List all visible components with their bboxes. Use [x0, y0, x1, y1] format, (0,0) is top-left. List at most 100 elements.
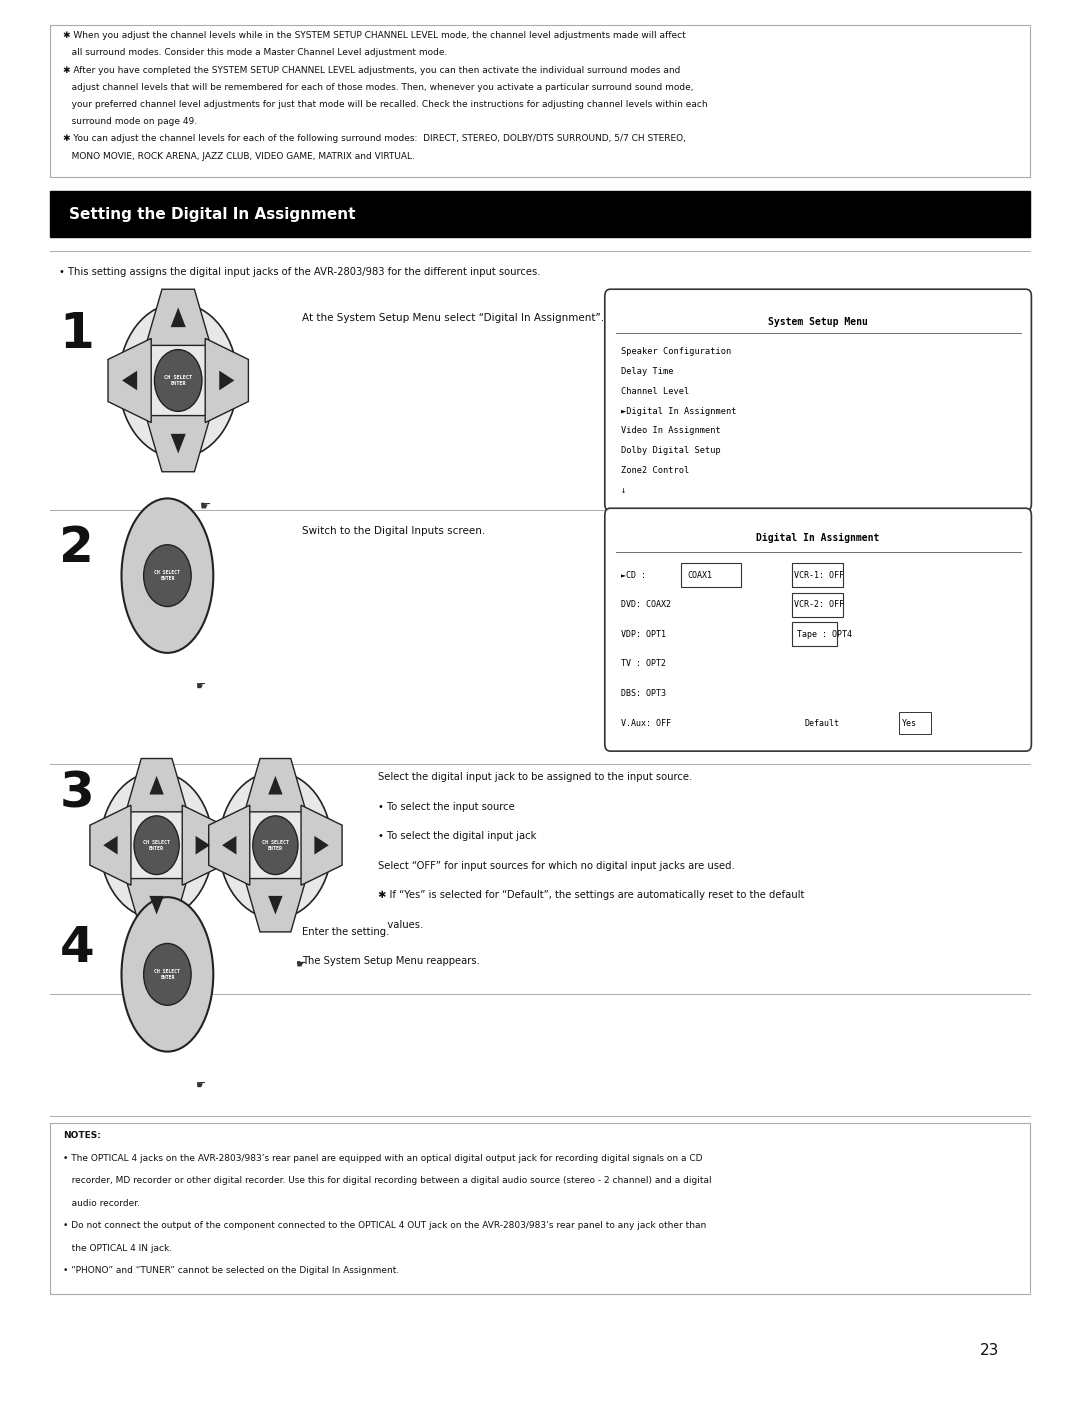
Text: ☛: ☛: [194, 1080, 205, 1090]
Polygon shape: [268, 776, 283, 795]
Text: Setting the Digital In Assignment: Setting the Digital In Assignment: [69, 206, 355, 222]
Text: all surround modes. Consider this mode a Master Channel Level adjustment mode.: all surround modes. Consider this mode a…: [63, 48, 447, 58]
Text: ☛: ☛: [296, 959, 307, 972]
Polygon shape: [149, 896, 164, 914]
Text: VCR-1: OFF: VCR-1: OFF: [794, 570, 843, 580]
Text: ►CD :: ►CD :: [621, 570, 646, 580]
Text: Zone2 Control: Zone2 Control: [621, 466, 689, 476]
Polygon shape: [90, 804, 131, 885]
Text: MONO MOVIE, ROCK ARENA, JAZZ CLUB, VIDEO GAME, MATRIX and VIRTUAL.: MONO MOVIE, ROCK ARENA, JAZZ CLUB, VIDEO…: [63, 152, 415, 160]
Text: ↓: ↓: [621, 486, 626, 496]
Polygon shape: [314, 835, 328, 855]
Text: audio recorder.: audio recorder.: [63, 1199, 139, 1207]
Text: ✱ When you adjust the channel levels while in the SYSTEM SETUP CHANNEL LEVEL mod: ✱ When you adjust the channel levels whi…: [63, 31, 686, 41]
Text: values.: values.: [378, 920, 423, 929]
Text: Enter the setting.: Enter the setting.: [302, 927, 390, 936]
FancyBboxPatch shape: [605, 289, 1031, 511]
Circle shape: [119, 303, 238, 458]
Text: TV : OPT2: TV : OPT2: [621, 660, 666, 668]
Text: Default: Default: [805, 719, 839, 727]
FancyBboxPatch shape: [605, 508, 1031, 751]
Ellipse shape: [121, 897, 214, 1052]
Text: Dolby Digital Setup: Dolby Digital Setup: [621, 446, 720, 455]
Text: • This setting assigns the digital input jacks of the AVR-2803/983 for the diffe: • This setting assigns the digital input…: [59, 267, 541, 278]
Polygon shape: [171, 434, 186, 453]
Text: CH SELECT
ENTER: CH SELECT ENTER: [154, 969, 180, 980]
Text: COAX1: COAX1: [687, 570, 712, 580]
Text: Tape : OPT4: Tape : OPT4: [797, 630, 852, 639]
Polygon shape: [125, 758, 188, 812]
Text: ►Digital In Assignment: ►Digital In Assignment: [621, 407, 737, 416]
Ellipse shape: [121, 498, 214, 653]
Text: adjust channel levels that will be remembered for each of those modes. Then, whe: adjust channel levels that will be remem…: [63, 83, 693, 91]
Polygon shape: [205, 338, 248, 423]
Text: the OPTICAL 4 IN jack.: the OPTICAL 4 IN jack.: [63, 1244, 172, 1252]
Text: 2: 2: [59, 524, 94, 571]
Circle shape: [144, 545, 191, 607]
Text: ☛: ☛: [194, 681, 205, 691]
Text: recorder, MD recorder or other digital recorder. Use this for digital recording : recorder, MD recorder or other digital r…: [63, 1177, 712, 1185]
Polygon shape: [195, 835, 210, 855]
Polygon shape: [244, 758, 307, 812]
Polygon shape: [171, 307, 186, 327]
Text: DBS: OPT3: DBS: OPT3: [621, 689, 666, 698]
Text: Yes: Yes: [902, 719, 917, 727]
Text: Digital In Assignment: Digital In Assignment: [756, 532, 880, 543]
Text: CH SELECT
ENTER: CH SELECT ENTER: [164, 375, 192, 386]
Polygon shape: [301, 804, 342, 885]
Text: Switch to the Digital Inputs screen.: Switch to the Digital Inputs screen.: [302, 526, 486, 536]
Text: At the System Setup Menu select “Digital In Assignment”.: At the System Setup Menu select “Digital…: [302, 313, 605, 323]
Text: • The OPTICAL 4 jacks on the AVR-2803/983’s rear panel are equipped with an opti: • The OPTICAL 4 jacks on the AVR-2803/98…: [63, 1154, 702, 1163]
Circle shape: [219, 772, 332, 918]
Polygon shape: [244, 879, 307, 932]
Text: your preferred channel level adjustments for just that mode will be recalled. Ch: your preferred channel level adjustments…: [63, 100, 707, 110]
Text: VDP: OPT1: VDP: OPT1: [621, 630, 666, 639]
Polygon shape: [108, 338, 151, 423]
Text: • To select the input source: • To select the input source: [378, 802, 515, 812]
Text: ✱ After you have completed the SYSTEM SETUP CHANNEL LEVEL adjustments, you can t: ✱ After you have completed the SYSTEM SE…: [63, 66, 680, 74]
Circle shape: [134, 816, 179, 875]
Text: CH SELECT
ENTER: CH SELECT ENTER: [261, 840, 289, 851]
Text: CH SELECT
ENTER: CH SELECT ENTER: [154, 570, 180, 581]
FancyBboxPatch shape: [50, 191, 1030, 237]
Polygon shape: [122, 371, 137, 390]
Circle shape: [100, 772, 213, 918]
Text: Select the digital input jack to be assigned to the input source.: Select the digital input jack to be assi…: [378, 772, 692, 782]
Text: Channel Level: Channel Level: [621, 386, 689, 396]
Text: surround mode on page 49.: surround mode on page 49.: [63, 118, 197, 126]
Circle shape: [253, 816, 298, 875]
Polygon shape: [208, 804, 249, 885]
Polygon shape: [149, 776, 164, 795]
Text: ✱ If “Yes” is selected for “Default”, the settings are automatically reset to th: ✱ If “Yes” is selected for “Default”, th…: [378, 890, 805, 900]
Text: Delay Time: Delay Time: [621, 366, 674, 376]
Polygon shape: [125, 879, 188, 932]
Text: 4: 4: [59, 924, 94, 972]
Text: 1: 1: [59, 310, 94, 358]
Text: • To select the digital input jack: • To select the digital input jack: [378, 831, 537, 841]
Text: ☛: ☛: [177, 959, 188, 972]
Text: Speaker Configuration: Speaker Configuration: [621, 347, 731, 355]
Polygon shape: [219, 371, 234, 390]
Polygon shape: [183, 804, 224, 885]
Text: VCR-2: OFF: VCR-2: OFF: [794, 600, 843, 609]
Polygon shape: [146, 289, 211, 345]
Text: ☛: ☛: [200, 500, 211, 512]
Text: System Setup Menu: System Setup Menu: [768, 316, 868, 327]
Polygon shape: [268, 896, 283, 914]
Polygon shape: [146, 416, 211, 472]
Text: DVD: COAX2: DVD: COAX2: [621, 600, 671, 609]
Text: ✱ You can adjust the channel levels for each of the following surround modes:  D: ✱ You can adjust the channel levels for …: [63, 135, 686, 143]
Text: CH SELECT
ENTER: CH SELECT ENTER: [143, 840, 171, 851]
Circle shape: [154, 350, 202, 411]
Circle shape: [144, 943, 191, 1005]
Text: • “PHONO” and “TUNER” cannot be selected on the Digital In Assignment.: • “PHONO” and “TUNER” cannot be selected…: [63, 1266, 399, 1275]
Text: V.Aux: OFF: V.Aux: OFF: [621, 719, 671, 727]
Text: Select “OFF” for input sources for which no digital input jacks are used.: Select “OFF” for input sources for which…: [378, 861, 734, 870]
Polygon shape: [222, 835, 237, 855]
Text: The System Setup Menu reappears.: The System Setup Menu reappears.: [302, 956, 481, 966]
Text: 3: 3: [59, 769, 94, 817]
Text: 23: 23: [980, 1344, 999, 1358]
Polygon shape: [104, 835, 118, 855]
Text: Video In Assignment: Video In Assignment: [621, 427, 720, 435]
Text: NOTES:: NOTES:: [63, 1132, 100, 1140]
